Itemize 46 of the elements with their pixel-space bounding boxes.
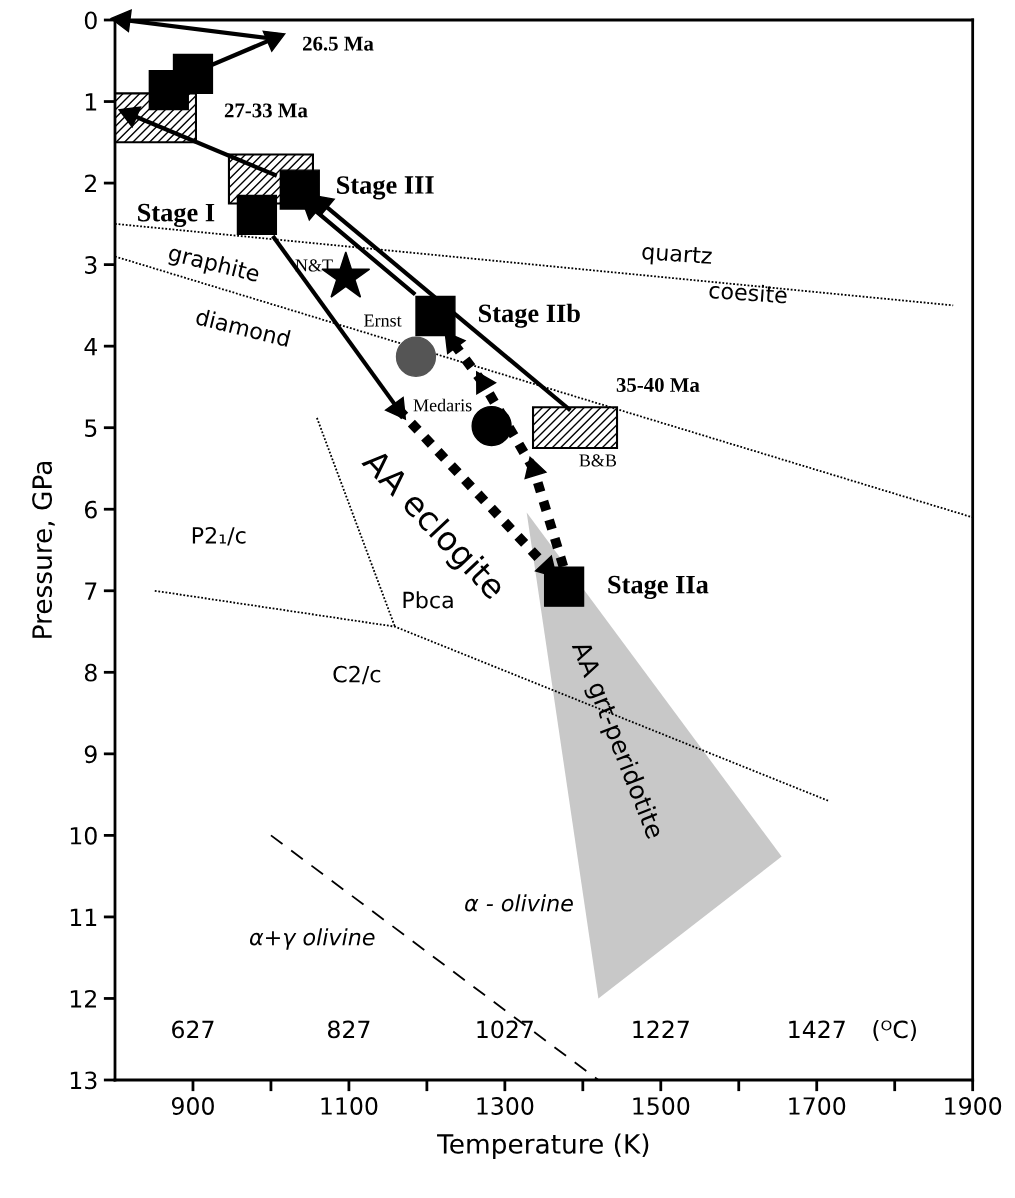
annotation: graphite: [166, 243, 261, 287]
annotation: coesite: [709, 281, 788, 304]
annotation: quartz: [641, 243, 713, 269]
annotation: 26.5 Ma: [303, 36, 374, 51]
annotation: Medaris: [413, 398, 472, 412]
x-tick-label: 900: [171, 1097, 214, 1115]
x2-tick-label: (ᴼC): [873, 1020, 916, 1042]
y-tick-label: 13: [70, 1071, 97, 1090]
x2-tick-label: 1227: [633, 1020, 689, 1038]
x-tick-label: 1100: [321, 1097, 378, 1115]
annotation: Ernst: [364, 314, 402, 327]
annotation: Stage III: [337, 176, 434, 200]
x-tick-label: 1900: [945, 1097, 1002, 1115]
y-tick-label: 6: [84, 500, 97, 519]
annotation: B&B: [579, 454, 617, 467]
annotation: Stage I: [138, 203, 215, 228]
y-tick-label: 3: [85, 256, 97, 274]
y-tick-label: 8: [84, 663, 97, 682]
annotation: Stage IIb: [478, 303, 580, 328]
y-tick-label: 12: [70, 989, 96, 1008]
annotation: α+γ olivine: [250, 928, 375, 950]
annotation: P2₁/c: [192, 526, 246, 546]
annotation: 27-33 Ma: [224, 103, 308, 118]
y-tick-label: 11: [70, 908, 97, 926]
annotation: C2/c: [333, 665, 381, 685]
y-tick-label: 9: [84, 745, 97, 764]
y-tick-label: 0: [84, 11, 97, 30]
x2-tick-label: 1427: [789, 1020, 845, 1038]
x2-tick-label: 1027: [477, 1020, 533, 1039]
x-axis-title: Temperature (K): [437, 1133, 649, 1159]
annotation: Stage IIa: [608, 575, 709, 600]
y-tick-label: 4: [84, 337, 98, 356]
annotation: 35-40 Ma: [616, 377, 700, 392]
y-tick-label: 10: [70, 826, 97, 845]
x2-tick-label: 627: [172, 1020, 214, 1039]
y-tick-label: 2: [85, 174, 96, 193]
x2-tick-label: 827: [327, 1020, 370, 1039]
annotation: diamond: [195, 307, 291, 348]
x-tick-label: 1700: [789, 1097, 846, 1115]
y-tick-label: 5: [85, 419, 97, 437]
y-tick-label: 1: [85, 93, 97, 111]
annotation: α - olivine: [465, 894, 573, 912]
y-axis-title: Pressure, GPa: [32, 462, 55, 638]
x-tick-label: 1300: [477, 1097, 534, 1115]
y-tick-label: 7: [85, 582, 97, 600]
x-tick-label: 1500: [633, 1097, 690, 1115]
